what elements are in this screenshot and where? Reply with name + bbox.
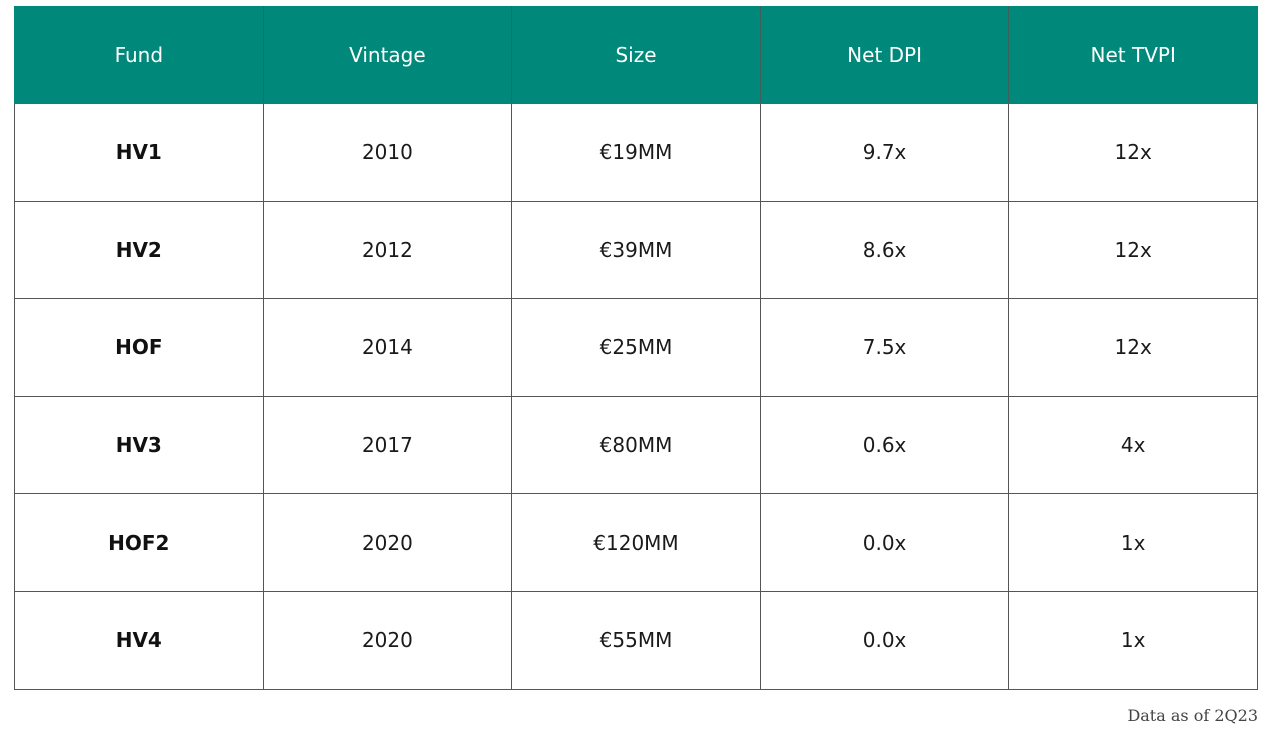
cell-net-dpi: 8.6x [759, 200, 1010, 300]
cell-fund: HOF2 [14, 493, 264, 592]
table-row: HV4 2020 €55MM 0.0x 1x [14, 590, 1258, 690]
table-body: HV1 2010 €19MM 9.7x 12x HV2 2012 €39MM 8… [14, 103, 1258, 690]
cell-net-tvpi: 12x [1008, 298, 1258, 397]
cell-fund: HV4 [14, 590, 264, 690]
cell-net-dpi: 0.6x [759, 395, 1010, 495]
cell-net-tvpi: 12x [1008, 200, 1258, 300]
cell-net-tvpi: 12x [1008, 103, 1258, 202]
column-header-size: Size [511, 6, 761, 104]
fund-performance-table: Fund Vintage Size Net DPI Net TVPI HV1 2… [14, 6, 1258, 690]
cell-vintage: 2020 [262, 590, 513, 690]
cell-net-dpi: 0.0x [759, 590, 1010, 690]
cell-vintage: 2014 [262, 298, 513, 397]
cell-net-tvpi: 1x [1008, 493, 1258, 592]
column-header-vintage: Vintage [262, 6, 513, 104]
table-row: HOF 2014 €25MM 7.5x 12x [14, 298, 1258, 397]
cell-net-dpi: 7.5x [759, 298, 1010, 397]
cell-vintage: 2010 [262, 103, 513, 202]
column-header-net-dpi: Net DPI [759, 6, 1010, 104]
cell-fund: HV1 [14, 103, 264, 202]
table-row: HOF2 2020 €120MM 0.0x 1x [14, 493, 1258, 592]
cell-net-dpi: 0.0x [759, 493, 1010, 592]
table-header: Fund Vintage Size Net DPI Net TVPI [14, 6, 1258, 104]
cell-vintage: 2012 [262, 200, 513, 300]
table-row: HV3 2017 €80MM 0.6x 4x [14, 395, 1258, 495]
cell-net-dpi: 9.7x [759, 103, 1010, 202]
cell-size: €39MM [511, 200, 761, 300]
cell-size: €80MM [511, 395, 761, 495]
column-header-fund: Fund [14, 6, 264, 104]
header-row: Fund Vintage Size Net DPI Net TVPI [14, 6, 1258, 104]
cell-size: €19MM [511, 103, 761, 202]
data-date-footnote: Data as of 2Q23 [1127, 706, 1258, 725]
table-row: HV2 2012 €39MM 8.6x 12x [14, 200, 1258, 300]
cell-vintage: 2017 [262, 395, 513, 495]
cell-size: €55MM [511, 590, 761, 690]
cell-net-tvpi: 1x [1008, 590, 1258, 690]
cell-vintage: 2020 [262, 493, 513, 592]
cell-net-tvpi: 4x [1008, 395, 1258, 495]
column-header-net-tvpi: Net TVPI [1008, 6, 1258, 104]
cell-fund: HV2 [14, 200, 264, 300]
cell-size: €25MM [511, 298, 761, 397]
cell-size: €120MM [511, 493, 761, 592]
cell-fund: HOF [14, 298, 264, 397]
cell-fund: HV3 [14, 395, 264, 495]
table-row: HV1 2010 €19MM 9.7x 12x [14, 103, 1258, 202]
